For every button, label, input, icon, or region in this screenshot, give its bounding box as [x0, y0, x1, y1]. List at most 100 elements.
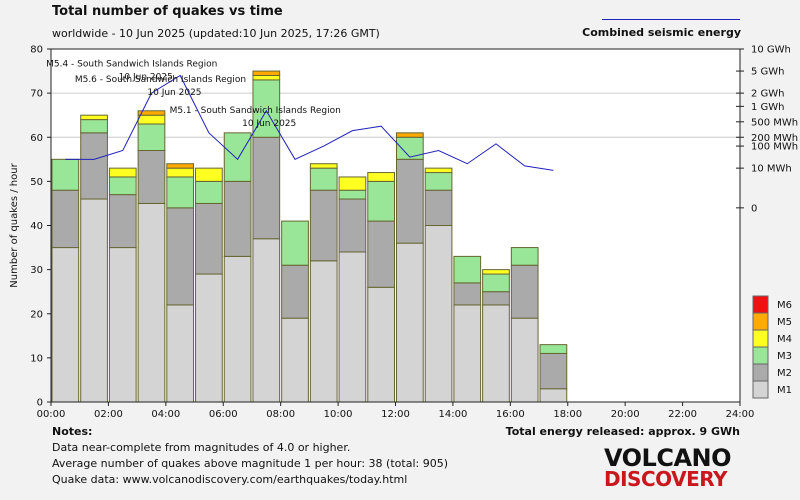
bar-m2-11 [367, 220, 395, 288]
bar-m1-16 [510, 317, 539, 403]
notes-line-3: Quake data: www.volcanodiscovery.com/ear… [52, 473, 408, 486]
legend-swatch-m4 [752, 329, 769, 348]
energy-tick-label-7: 10 MWh [751, 164, 792, 175]
bar-m1-1 [80, 198, 108, 403]
y-tick-label-2: 20 [30, 309, 43, 320]
x-tick-label-4: 08:00 [266, 409, 295, 420]
bar-m3-11 [367, 180, 395, 222]
bar-m2-9 [309, 189, 338, 262]
y-tick-label-6: 60 [30, 133, 43, 144]
y-tick-label-7: 70 [30, 89, 43, 100]
chart-subtitle: worldwide - 10 Jun 2025 (updated:10 Jun … [52, 27, 380, 40]
x-tick-label-6: 12:00 [381, 409, 410, 420]
legend-swatch-m3 [752, 346, 769, 365]
annotation-0-line-0: M5.4 - South Sandwich Islands Region [46, 60, 217, 70]
annotation-2-line-0: M5.1 - South Sandwich Islands Region [170, 106, 341, 116]
bar-m3-2 [108, 176, 137, 196]
bar-m4-7 [252, 74, 281, 81]
bar-m1-11 [367, 286, 395, 403]
bar-m4-9 [309, 163, 338, 169]
bar-m1-0 [51, 247, 80, 403]
notes-heading: Notes: [52, 425, 93, 438]
energy-tick-label-0: 10 GWh [751, 45, 791, 56]
bar-m3-10 [338, 189, 367, 200]
bar-m1-12 [396, 242, 424, 403]
bar-m1-7 [252, 238, 281, 403]
bar-m3-3 [137, 123, 166, 151]
y-tick-label-5: 50 [30, 177, 43, 188]
bar-m2-0 [51, 189, 80, 249]
notes-line-1: Data near-complete from magnitudes of 4.… [52, 441, 351, 454]
bar-m1-5 [195, 273, 223, 403]
annotation-2-line-1: 10 Jun 2025 [242, 119, 296, 129]
x-tick-label-10: 20:00 [611, 409, 640, 420]
bar-m3-1 [80, 119, 108, 134]
bar-m2-15 [482, 291, 510, 306]
logo-volcano: VOLCANO [604, 444, 732, 472]
legend-label-m5: M5 [777, 317, 792, 328]
bar-m2-17 [539, 352, 568, 390]
y-axis-label: Number of quakes / hour [9, 162, 20, 287]
annotation-1-line-1: 10 Jun 2025 [147, 88, 201, 98]
x-tick-label-5: 10:00 [324, 409, 353, 420]
bar-m3-8 [281, 220, 309, 266]
plot-area [51, 49, 740, 402]
bar-m2-16 [510, 264, 539, 319]
bar-m3-12 [396, 136, 424, 160]
bar-m2-4 [166, 207, 195, 306]
bar-m4-3 [137, 114, 166, 125]
legend-label-m3: M3 [777, 351, 792, 362]
bar-m1-15 [482, 304, 510, 403]
y-tick-label-8: 80 [30, 45, 43, 56]
bar-m5-4 [166, 163, 195, 169]
bar-m4-5 [195, 167, 223, 182]
legend-swatch-m2 [752, 363, 769, 382]
x-tick-label-7: 14:00 [439, 409, 468, 420]
annotation-1-line-0: M5.6 - South Sandwich Islands Region [75, 75, 246, 85]
legend-label-m4: M4 [777, 334, 792, 345]
bar-m4-15 [482, 269, 510, 275]
total-energy: Total energy released: approx. 9 GWh [505, 425, 740, 438]
bar-m1-13 [424, 225, 453, 403]
notes-line-2: Average number of quakes above magnitude… [52, 457, 448, 470]
bar-m1-14 [453, 304, 482, 403]
x-tick-label-11: 22:00 [668, 409, 697, 420]
bar-m1-3 [137, 202, 166, 403]
bar-m2-8 [281, 264, 309, 319]
legend-swatch-m1 [752, 380, 769, 399]
bar-m3-15 [482, 273, 510, 293]
bar-m2-6 [223, 180, 252, 257]
bar-m3-14 [453, 255, 482, 284]
legend-label-m1: M1 [777, 385, 792, 396]
bar-m3-5 [195, 180, 223, 204]
bar-m3-13 [424, 172, 453, 191]
bar-m1-6 [223, 255, 252, 403]
x-tick-label-2: 04:00 [151, 409, 180, 420]
bar-m2-14 [453, 282, 482, 306]
bar-m3-7 [252, 79, 281, 138]
energy-tick-label-4: 500 MWh [751, 117, 798, 128]
energy-legend-line [602, 19, 740, 20]
y-tick-label-4: 40 [30, 221, 43, 232]
bar-m3-0 [51, 158, 80, 191]
y-tick-label-1: 10 [30, 353, 43, 364]
bar-m2-7 [252, 136, 281, 240]
energy-tick-label-8: 0 [751, 203, 757, 214]
x-tick-label-1: 02:00 [94, 409, 123, 420]
bar-m2-1 [80, 132, 108, 200]
energy-tick-label-3: 1 GWh [751, 102, 785, 113]
x-tick-label-12: 24:00 [726, 409, 755, 420]
x-tick-label-3: 06:00 [209, 409, 238, 420]
energy-tick-label-2: 2 GWh [751, 89, 785, 100]
bar-m4-11 [367, 172, 395, 182]
bar-m1-2 [108, 247, 137, 403]
bar-m1-10 [338, 251, 367, 403]
bar-m1-9 [309, 260, 338, 403]
legend-swatch-m6 [752, 295, 769, 314]
bar-m5-7 [252, 70, 281, 76]
legend-label-m2: M2 [777, 368, 792, 379]
y-tick-label-3: 30 [30, 265, 43, 276]
bar-m3-16 [510, 247, 539, 266]
energy-tick-label-6: 100 MWh [751, 142, 798, 153]
annotation-0-line-1: 10 Jun 2025 [119, 73, 173, 83]
